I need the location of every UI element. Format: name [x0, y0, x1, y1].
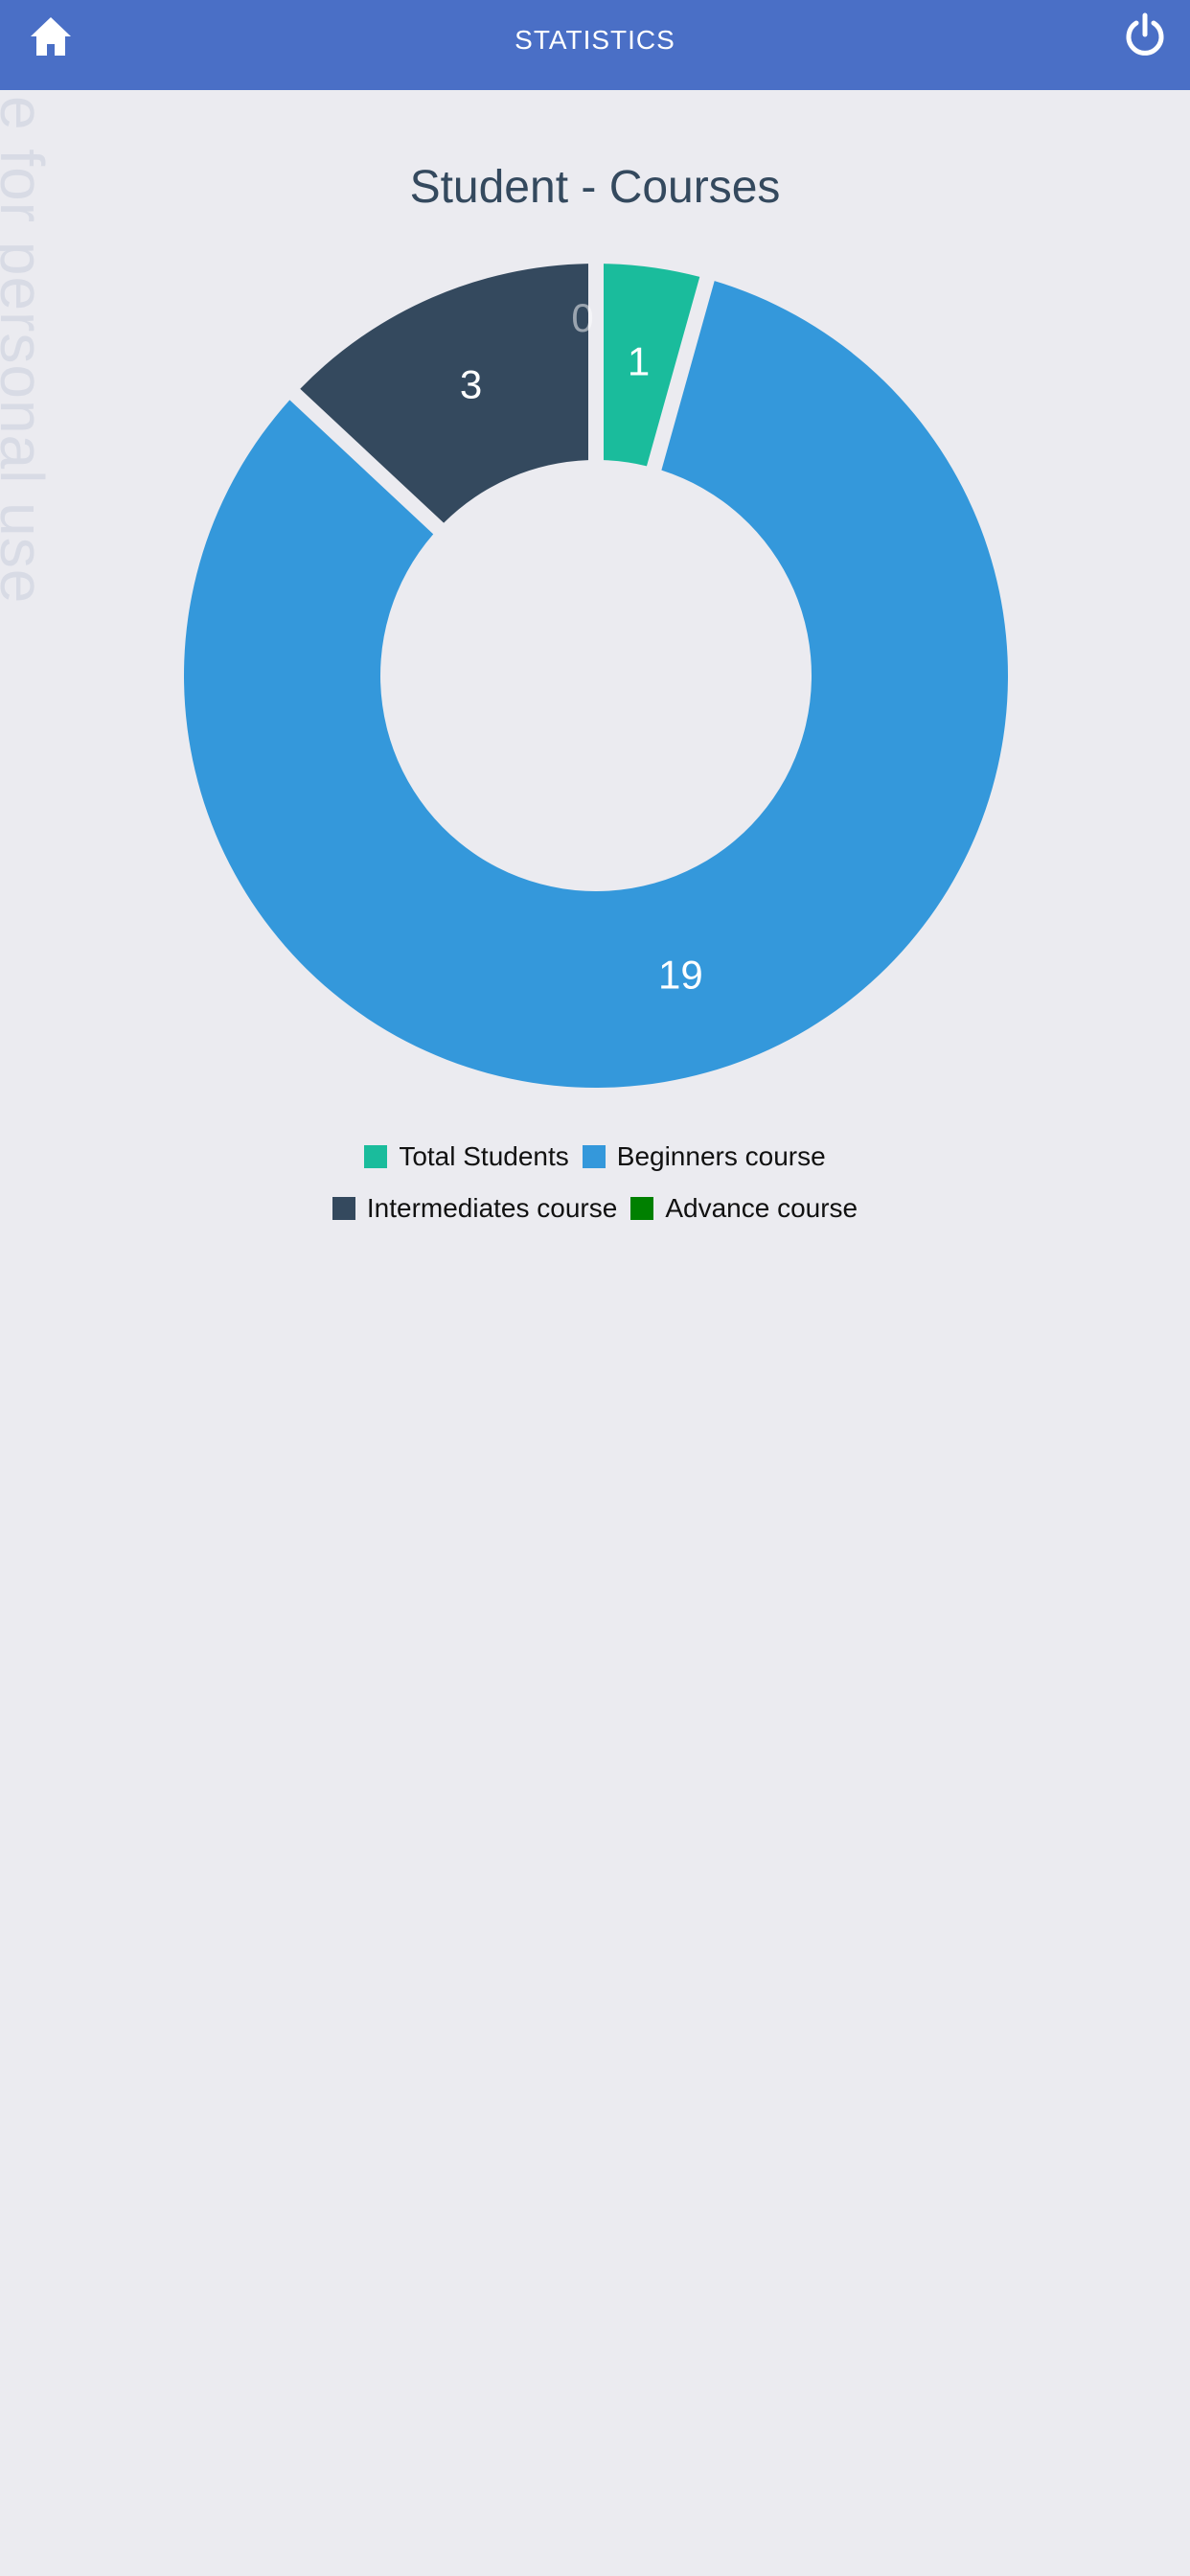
legend-label: Beginners course — [616, 1141, 826, 1171]
legend-item-intermediates-course[interactable]: Intermediates course — [332, 1193, 617, 1224]
power-icon — [1126, 12, 1164, 56]
legend-swatch — [582, 1145, 606, 1168]
chart-title: Student - Courses — [409, 162, 781, 213]
legend-label: Total Students — [399, 1141, 569, 1171]
legend-row: Total Students Beginners course — [0, 1131, 1190, 1183]
legend-label: Advance course — [665, 1193, 858, 1223]
legend-item-advance-course[interactable]: Advance course — [630, 1193, 858, 1224]
slice-intermediates-course[interactable] — [300, 264, 589, 523]
doughnut-chart: 1 19 3 0 — [183, 264, 1008, 1088]
slice-beginners-course[interactable] — [183, 281, 1008, 1088]
logout-button[interactable] — [1121, 12, 1169, 59]
home-button[interactable] — [27, 13, 75, 61]
slice-total-students[interactable] — [603, 264, 700, 467]
legend-item-total-students[interactable]: Total Students — [364, 1141, 569, 1172]
top-bar: STATISTICS — [0, 0, 1190, 90]
data-label-total-students: 1 — [628, 339, 650, 384]
legend-swatch — [364, 1145, 388, 1168]
data-label-beginners-course: 19 — [658, 952, 703, 997]
legend-row: Intermediates course Advance course — [0, 1183, 1190, 1234]
page-title: STATISTICS — [515, 25, 675, 55]
data-label-intermediates-course: 3 — [460, 362, 482, 407]
legend-swatch — [332, 1197, 355, 1220]
legend-swatch — [630, 1197, 654, 1220]
chart-legend: Total Students Beginners course Intermedia… — [0, 1131, 1190, 1234]
legend-label: Intermediates course — [366, 1193, 618, 1223]
legend-item-beginners-course[interactable]: Beginners course — [582, 1141, 826, 1172]
data-label-advance-course: 0 — [571, 295, 593, 340]
home-icon — [31, 17, 71, 56]
